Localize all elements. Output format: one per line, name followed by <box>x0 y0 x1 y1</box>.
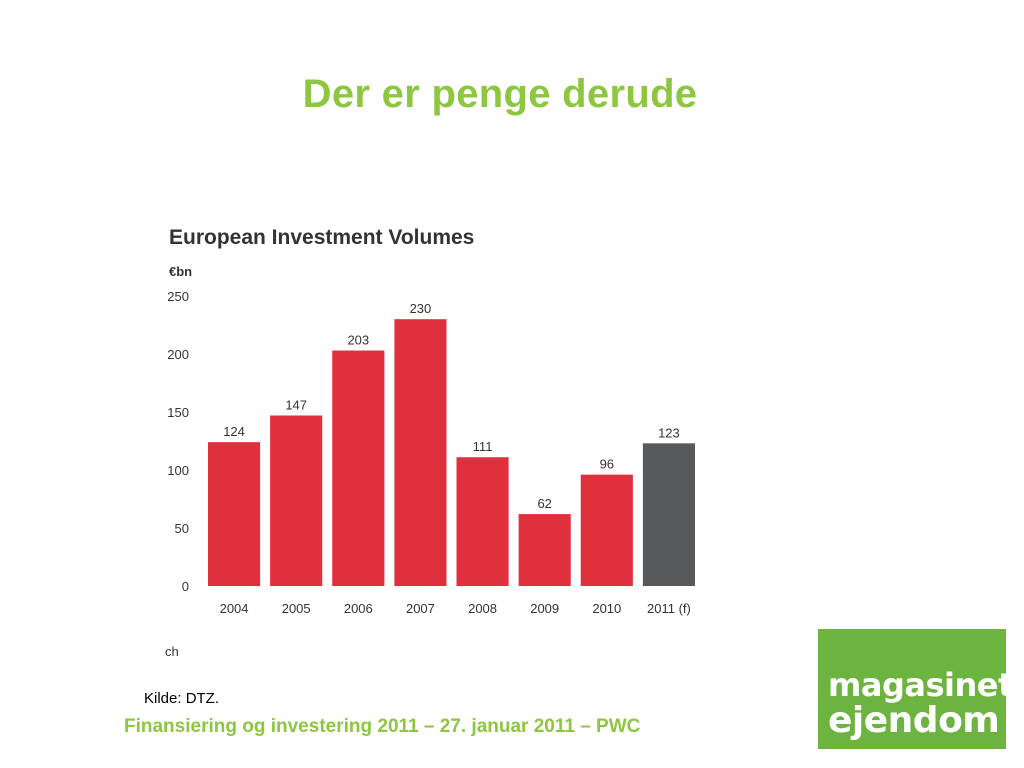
bar <box>394 319 447 586</box>
logo-line-2: ejendom <box>828 700 1000 741</box>
bar <box>208 442 261 586</box>
x-tick-label: 2004 <box>220 601 249 616</box>
source-note: Kilde: DTZ. <box>144 690 220 707</box>
y-tick-label: 150 <box>167 405 189 420</box>
y-tick-label: 0 <box>182 579 189 594</box>
slide-title: Der er penge derude <box>302 72 698 116</box>
bar <box>332 350 385 586</box>
logo-line-1: magasinet <box>828 666 1013 704</box>
y-tick-label: 250 <box>167 289 189 304</box>
x-tick-label: 2011 (f) <box>647 601 691 616</box>
x-axis-ticks: 2004 2005 2006 2007 2008 2009 2010 2011 (f) <box>220 601 691 616</box>
bar-value-label: 147 <box>285 397 307 412</box>
x-tick-label: 2010 <box>592 601 621 616</box>
x-tick-label: 2008 <box>468 601 497 616</box>
data-labels: 124 147 203 230 111 62 96 123 <box>223 301 680 511</box>
bar-value-label: 123 <box>658 425 680 440</box>
bar-value-label: 111 <box>473 439 493 454</box>
chart-title: European Investment Volumes <box>169 226 474 249</box>
bar <box>456 457 509 586</box>
x-tick-label: 2007 <box>406 601 435 616</box>
x-tick-label: 2009 <box>530 601 559 616</box>
bar <box>270 415 323 586</box>
bar-forecast <box>642 443 695 586</box>
x-tick-label: 2006 <box>344 601 373 616</box>
y-tick-label: 100 <box>167 463 189 478</box>
bar <box>518 514 571 586</box>
bars <box>208 319 695 586</box>
bar-value-label: 203 <box>347 333 369 348</box>
bar-value-label: 96 <box>600 457 614 472</box>
x-tick-label: 2005 <box>282 601 311 616</box>
footer-text: Finansiering og investering 2011 – 27. j… <box>124 716 641 737</box>
y-axis-ticks: 0 50 100 150 200 250 <box>167 289 189 594</box>
bar-value-label: 62 <box>537 496 551 511</box>
bar <box>580 474 633 586</box>
cropped-text: ch <box>165 644 179 659</box>
y-tick-label: 200 <box>167 347 189 362</box>
y-axis-unit: €bn <box>169 264 192 279</box>
bar-value-label: 124 <box>223 424 245 439</box>
bar-value-label: 230 <box>410 301 432 316</box>
magasinet-ejendom-logo: magasinet ejendom <box>818 629 1013 749</box>
y-tick-label: 50 <box>175 521 189 536</box>
